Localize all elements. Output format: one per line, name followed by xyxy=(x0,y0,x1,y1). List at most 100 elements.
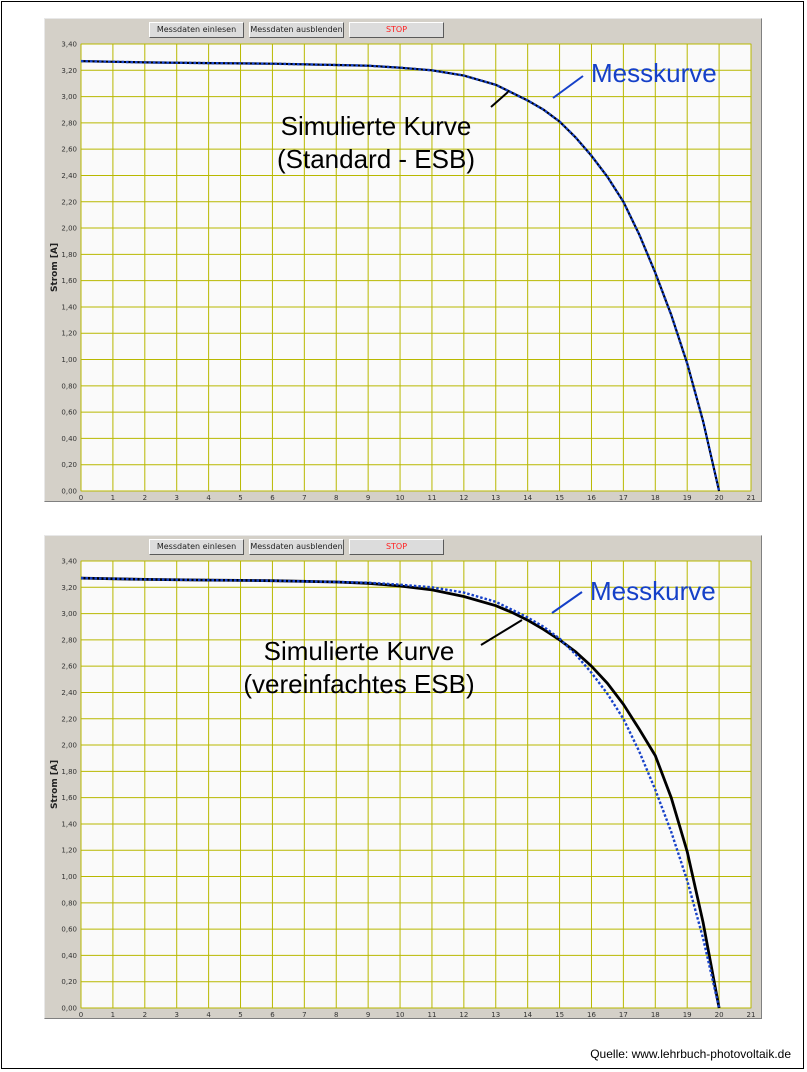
x-tick-label: 9 xyxy=(366,1011,370,1018)
simulated-label-line2: (vereinfachtes ESB) xyxy=(243,669,475,699)
y-tick-label: 3,20 xyxy=(61,584,77,592)
x-tick-label: 4 xyxy=(206,1011,211,1018)
x-tick-label: 18 xyxy=(651,1011,660,1018)
y-tick-label: 0,40 xyxy=(61,435,77,443)
y-tick-label: 3,20 xyxy=(61,67,77,75)
x-tick-label: 11 xyxy=(427,494,436,501)
x-tick-label: 1 xyxy=(111,494,115,501)
y-tick-label: 2,20 xyxy=(61,198,77,206)
y-tick-label: 2,00 xyxy=(61,225,77,233)
x-tick-label: 4 xyxy=(206,494,211,501)
x-tick-label: 3 xyxy=(174,1011,178,1018)
y-tick-label: 1,00 xyxy=(61,356,77,364)
hide-data-button[interactable]: Messdaten ausblenden xyxy=(249,22,344,38)
x-tick-label: 15 xyxy=(555,1011,564,1018)
y-tick-label: 3,40 xyxy=(61,558,77,566)
read-data-button[interactable]: Messdaten einlesen xyxy=(149,22,244,38)
x-tick-label: 18 xyxy=(651,494,660,501)
x-tick-label: 7 xyxy=(302,1011,306,1018)
x-tick-label: 13 xyxy=(491,494,500,501)
y-tick-label: 2,20 xyxy=(61,715,77,723)
x-tick-label: 13 xyxy=(491,1011,500,1018)
measured-curve-label: Messkurve xyxy=(591,58,717,88)
y-tick-label: 2,00 xyxy=(61,742,77,750)
x-tick-label: 5 xyxy=(238,494,242,501)
y-tick-label: 0,40 xyxy=(61,952,77,960)
stop-button[interactable]: STOP xyxy=(349,539,444,555)
source-credit: Quelle: www.lehrbuch-photovoltaik.de xyxy=(590,1047,791,1061)
y-tick-label: 1,40 xyxy=(61,303,77,311)
read-data-button[interactable]: Messdaten einlesen xyxy=(149,539,244,555)
x-tick-label: 2 xyxy=(143,1011,147,1018)
x-tick-label: 3 xyxy=(174,494,178,501)
hide-data-button[interactable]: Messdaten ausblenden xyxy=(249,539,344,555)
y-tick-label: 3,00 xyxy=(61,93,77,101)
x-tick-label: 7 xyxy=(302,494,306,501)
x-tick-label: 17 xyxy=(619,1011,628,1018)
y-tick-label: 0,60 xyxy=(61,409,77,417)
x-tick-label: 0 xyxy=(79,494,83,501)
x-tick-label: 17 xyxy=(619,494,628,501)
y-tick-label: 0,80 xyxy=(61,899,77,907)
x-tick-label: 0 xyxy=(79,1011,83,1018)
y-tick-label: 0,20 xyxy=(61,978,77,986)
x-tick-label: 20 xyxy=(715,1011,724,1018)
y-tick-label: 1,20 xyxy=(61,330,77,338)
x-tick-label: 21 xyxy=(747,1011,756,1018)
y-axis-label: Strom [A] xyxy=(50,760,60,809)
plot-area xyxy=(80,43,752,492)
x-tick-label: 16 xyxy=(587,494,596,501)
y-tick-label: 0,00 xyxy=(61,1005,77,1013)
y-tick-label: 0,80 xyxy=(61,382,77,390)
measured-pointer-line xyxy=(551,591,583,614)
x-tick-label: 8 xyxy=(334,1011,338,1018)
y-tick-label: 3,40 xyxy=(61,41,77,49)
x-tick-label: 2 xyxy=(143,494,147,501)
y-tick-label: 1,00 xyxy=(61,873,77,881)
y-tick-label: 1,60 xyxy=(61,277,77,285)
y-tick-label: 2,60 xyxy=(61,146,77,154)
x-tick-label: 8 xyxy=(334,494,338,501)
x-tick-label: 9 xyxy=(366,494,370,501)
x-tick-label: 10 xyxy=(396,494,405,501)
simulated-label-line2: (Standard - ESB) xyxy=(277,144,475,174)
simulated-label-line1: Simulierte Kurve xyxy=(280,111,472,141)
y-tick-label: 2,80 xyxy=(61,119,77,127)
y-tick-label: 1,20 xyxy=(61,847,77,855)
y-tick-label: 1,40 xyxy=(61,820,77,828)
series-measured-line xyxy=(80,576,721,1009)
y-tick-label: 2,40 xyxy=(61,689,77,697)
simulated-curve-label: Simulierte Kurve (vereinfachtes ESB) xyxy=(228,635,490,701)
simulated-pointer-line xyxy=(490,91,509,108)
y-tick-label: 1,80 xyxy=(61,251,77,259)
x-tick-label: 12 xyxy=(459,1011,468,1018)
x-tick-label: 16 xyxy=(587,1011,596,1018)
x-tick-label: 1 xyxy=(111,1011,115,1018)
iv-curve-chart: 0 1 2 3 4 5 6 7 8 9 10 11 12 13 14 15 16 17 18 19 20 210,000,… xyxy=(50,41,756,502)
y-tick-label: 2,80 xyxy=(61,636,77,644)
chart-panel-standard: Messdaten einlesen Messdaten ausblenden … xyxy=(44,18,762,502)
plot-area xyxy=(80,560,752,1009)
y-tick-label: 0,00 xyxy=(61,488,77,496)
y-tick-label: 1,60 xyxy=(61,794,77,802)
x-tick-label: 19 xyxy=(683,1011,692,1018)
x-tick-label: 5 xyxy=(238,1011,242,1018)
x-tick-label: 21 xyxy=(747,494,756,501)
simulated-curve-label: Simulierte Kurve (Standard - ESB) xyxy=(262,110,490,176)
x-tick-label: 6 xyxy=(270,494,275,501)
stop-button[interactable]: STOP xyxy=(349,22,444,38)
simulated-label-line1: Simulierte Kurve xyxy=(263,636,455,666)
y-tick-label: 0,60 xyxy=(61,926,77,934)
measured-pointer-line xyxy=(552,75,584,99)
x-tick-label: 14 xyxy=(523,1011,532,1018)
y-tick-label: 2,40 xyxy=(61,172,77,180)
simulated-pointer-line xyxy=(480,619,523,646)
y-axis-label: Strom [A] xyxy=(50,243,60,292)
measured-curve-label: Messkurve xyxy=(590,576,716,606)
x-tick-label: 14 xyxy=(523,494,532,501)
y-tick-label: 3,00 xyxy=(61,610,77,618)
y-tick-label: 2,60 xyxy=(61,663,77,671)
x-tick-label: 15 xyxy=(555,494,564,501)
x-tick-label: 6 xyxy=(270,1011,275,1018)
